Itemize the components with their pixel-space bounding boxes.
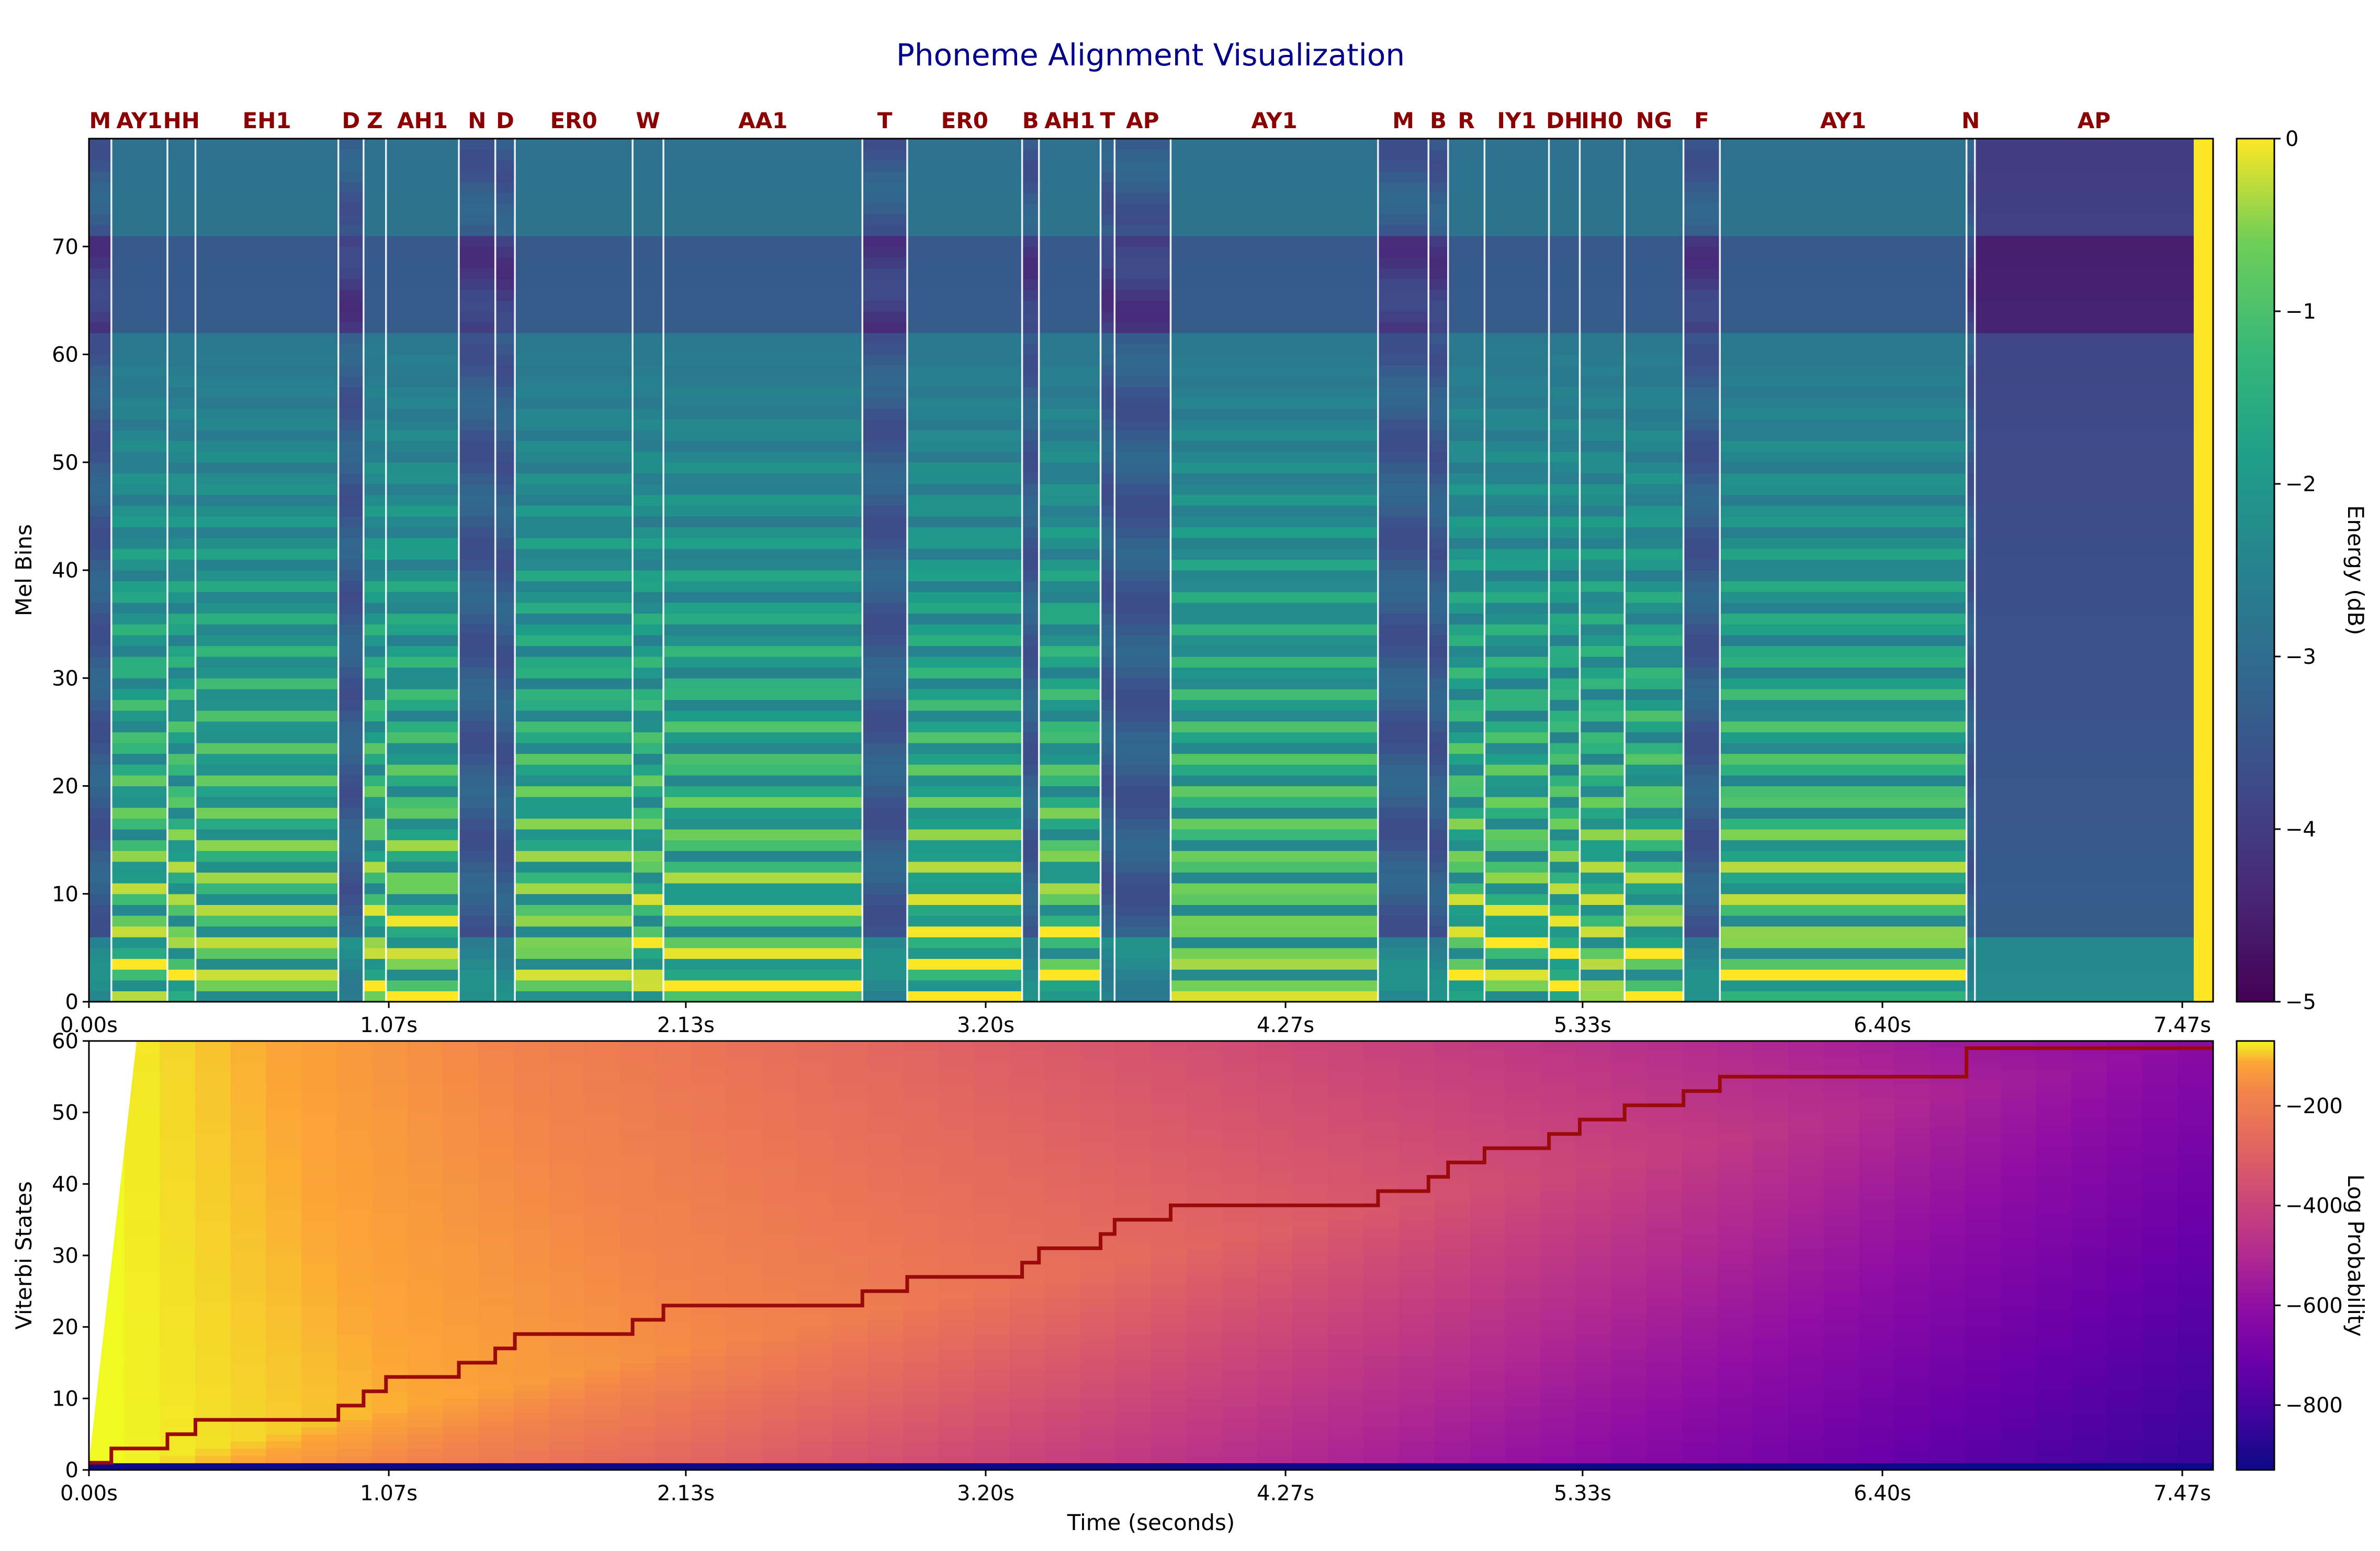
y-tick-label: 40 <box>52 559 78 583</box>
phoneme-label: N <box>468 108 486 133</box>
colorbar-tick-label: −2 <box>2285 472 2316 496</box>
spectrogram-colorbar-label: Energy (dB) <box>2343 505 2368 636</box>
x-tick-label: 7.47s <box>2153 1013 2211 1037</box>
x-tick-label: 1.07s <box>360 1481 418 1505</box>
phoneme-label: N <box>1961 108 1980 133</box>
phoneme-label: DH <box>1546 108 1583 133</box>
viterbi-panel: 0.00s 1.07s 2.13s 3.20s 4.27s 5.33s 6.40s 7.47s… <box>11 1029 2368 1535</box>
phoneme-label: ER0 <box>550 108 597 133</box>
phoneme-label: M <box>89 108 111 133</box>
y-tick-label: 20 <box>52 1316 78 1340</box>
y-tick-label: 0 <box>65 990 78 1014</box>
phoneme-label: Z <box>367 108 382 133</box>
x-tick-label: 4.27s <box>1257 1013 1314 1037</box>
viterbi-xlabel: Time (seconds) <box>1067 1510 1235 1535</box>
y-tick-label: 60 <box>52 343 78 367</box>
colorbar-tick-label: −800 <box>2285 1394 2343 1418</box>
phoneme-label: T <box>877 108 893 133</box>
y-tick-label: 30 <box>52 666 78 690</box>
y-tick-label: 50 <box>52 451 78 475</box>
phoneme-label: AP <box>2078 108 2111 133</box>
viterbi-heatmap <box>89 1041 2214 1470</box>
colorbar-tick-label: −4 <box>2285 818 2316 842</box>
x-tick-label: 5.33s <box>1554 1481 1611 1505</box>
phoneme-label: D <box>342 108 360 133</box>
phoneme-label: HH <box>163 108 200 133</box>
figure-title: Phoneme Alignment Visualization <box>896 37 1405 73</box>
phoneme-label: F <box>1694 108 1709 133</box>
y-tick-label: 40 <box>52 1172 78 1196</box>
phoneme-label: W <box>636 108 660 133</box>
x-tick-label: 7.47s <box>2153 1481 2211 1505</box>
phoneme-label: T <box>1100 108 1115 133</box>
x-tick-label: 6.40s <box>1854 1481 1911 1505</box>
phoneme-label: AY1 <box>1251 108 1298 133</box>
spectrogram-colorbar-ticks: 0 −1 −2 −3 −4 −5 <box>2274 127 2316 1014</box>
y-tick-label: 60 <box>52 1029 78 1054</box>
phoneme-label: AH1 <box>397 108 448 133</box>
spectrogram-heatmap <box>89 139 2214 1002</box>
viterbi-x-ticks: 0.00s 1.07s 2.13s 3.20s 4.27s 5.33s 6.40s 7.47s <box>60 1470 2211 1505</box>
phoneme-label: ER0 <box>941 108 988 133</box>
colorbar-tick-label: 0 <box>2285 127 2298 151</box>
viterbi-colorbar-ticks: −200 −400 −600 −800 <box>2274 1094 2343 1418</box>
x-tick-label: 6.40s <box>1854 1013 1911 1037</box>
phoneme-label: NG <box>1636 108 1673 133</box>
x-tick-label: 3.20s <box>957 1481 1014 1505</box>
phoneme-label: AH1 <box>1044 108 1095 133</box>
phoneme-label: AY1 <box>116 108 162 133</box>
x-tick-label: 1.07s <box>360 1013 418 1037</box>
x-tick-label: 2.13s <box>657 1481 715 1505</box>
phoneme-label: D <box>496 108 514 133</box>
colorbar-tick-label: −5 <box>2285 990 2316 1014</box>
phoneme-label: B <box>1022 108 1039 133</box>
y-tick-label: 20 <box>52 775 78 799</box>
viterbi-colorbar-label: Log Probability <box>2343 1174 2368 1337</box>
colorbar-tick-label: −1 <box>2285 300 2316 324</box>
y-tick-label: 50 <box>52 1101 78 1125</box>
x-tick-label: 3.20s <box>957 1013 1014 1037</box>
colorbar-tick-label: −200 <box>2285 1094 2343 1118</box>
viterbi-ylabel: Viterbi States <box>11 1181 37 1330</box>
phoneme-label: M <box>1392 108 1414 133</box>
colorbar-tick-label: −600 <box>2285 1294 2343 1318</box>
phoneme-label: R <box>1458 108 1474 133</box>
y-tick-label: 30 <box>52 1244 78 1268</box>
y-tick-label: 10 <box>52 1387 78 1411</box>
colorbar-tick-label: −400 <box>2285 1194 2343 1218</box>
phoneme-label: AA1 <box>738 108 787 133</box>
y-tick-label: 70 <box>52 235 78 259</box>
phoneme-label: EH1 <box>243 108 291 133</box>
spectrogram-ylabel: Mel Bins <box>11 524 37 616</box>
phoneme-label: AP <box>1126 108 1159 133</box>
x-tick-label: 2.13s <box>657 1013 715 1037</box>
phoneme-label: IY1 <box>1497 108 1536 133</box>
x-tick-label: 5.33s <box>1554 1013 1611 1037</box>
spectrogram-y-ticks: 0 10 20 30 40 50 60 70 <box>52 235 89 1014</box>
phoneme-label: B <box>1430 108 1447 133</box>
x-tick-label: 0.00s <box>60 1481 118 1505</box>
spectrogram-colorbar <box>2237 139 2274 1002</box>
x-tick-label: 4.27s <box>1257 1481 1314 1505</box>
y-tick-label: 10 <box>52 882 78 907</box>
y-tick-label: 0 <box>65 1458 78 1482</box>
phoneme-label: AY1 <box>1820 108 1866 133</box>
viterbi-colorbar <box>2237 1041 2274 1470</box>
colorbar-tick-label: −3 <box>2285 645 2316 669</box>
viterbi-y-ticks: 0 10 20 30 40 50 60 <box>52 1029 89 1482</box>
phoneme-label: IH0 <box>1581 108 1623 133</box>
